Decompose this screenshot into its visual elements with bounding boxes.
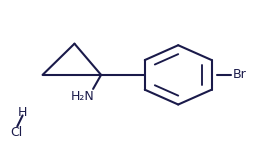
Text: Cl: Cl xyxy=(10,126,22,139)
Text: Br: Br xyxy=(233,68,247,81)
Text: H: H xyxy=(18,106,27,119)
Text: H₂N: H₂N xyxy=(70,90,94,103)
